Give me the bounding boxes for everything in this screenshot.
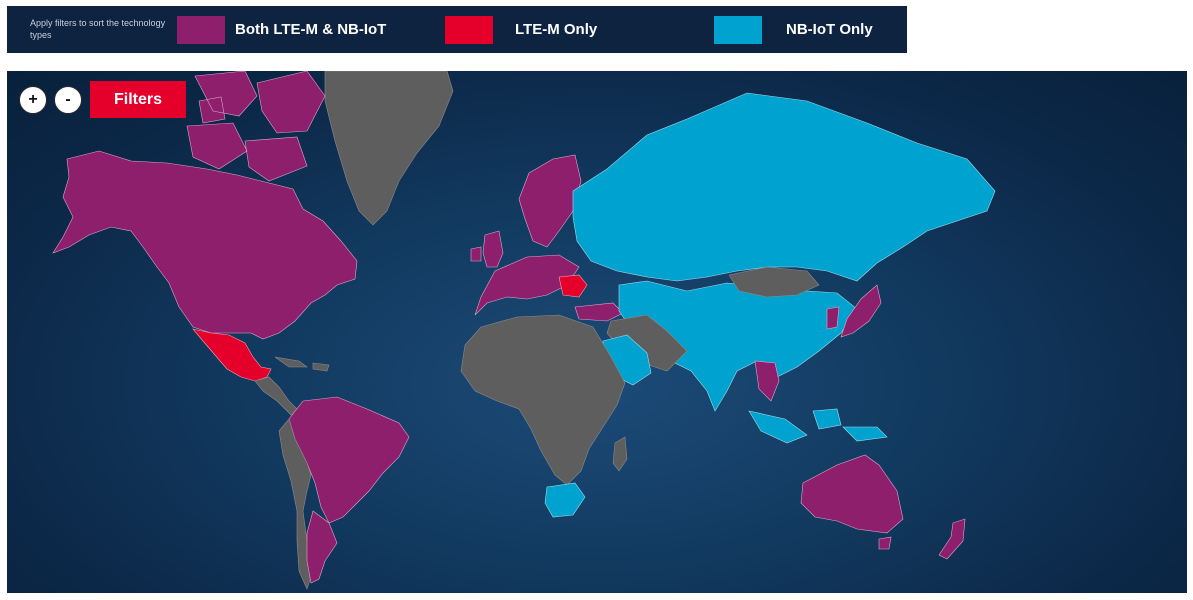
zoom-out-button[interactable]: - xyxy=(54,86,82,114)
world-map-svg[interactable] xyxy=(7,71,1187,593)
region-south-africa[interactable] xyxy=(544,482,586,518)
legend-label-both: Both LTE-M & NB-IoT xyxy=(235,21,387,38)
legend-item-nb-iot[interactable]: NB-IoT Only xyxy=(714,15,873,44)
region-thailand[interactable] xyxy=(754,360,780,402)
region-arctic-islands[interactable] xyxy=(186,71,326,182)
region-mongolia[interactable] xyxy=(728,266,820,298)
region-russia[interactable] xyxy=(572,92,996,282)
region-turkey[interactable] xyxy=(574,302,624,322)
region-japan-korea[interactable] xyxy=(826,284,882,338)
legend-bar: Apply filters to sort the technology typ… xyxy=(7,6,907,53)
region-greenland[interactable] xyxy=(324,71,454,226)
zoom-in-button[interactable]: + xyxy=(19,86,47,114)
region-middle-east[interactable] xyxy=(606,314,688,372)
filters-button[interactable]: Filters xyxy=(90,81,186,118)
region-madagascar[interactable] xyxy=(612,436,628,472)
region-tasmania[interactable] xyxy=(878,536,892,550)
region-north-america[interactable] xyxy=(52,150,358,340)
region-africa[interactable] xyxy=(460,314,626,486)
region-south-america-brazil-etc[interactable] xyxy=(288,396,410,524)
region-mexico[interactable] xyxy=(192,328,272,382)
legend-label-lte-m: LTE-M Only xyxy=(515,21,598,38)
legend-item-lte-m[interactable]: LTE-M Only xyxy=(445,15,597,44)
region-indonesia[interactable] xyxy=(748,408,888,444)
legend-swatch-lte-m xyxy=(445,15,493,44)
legend-swatch-both xyxy=(177,15,225,44)
region-scandinavia[interactable] xyxy=(518,154,582,248)
region-south-america-south[interactable] xyxy=(306,510,338,584)
region-new-zealand[interactable] xyxy=(938,518,966,560)
region-uk-ireland[interactable] xyxy=(470,230,504,268)
region-romania[interactable] xyxy=(558,274,588,298)
region-south-america-andes[interactable] xyxy=(278,418,314,590)
legend-label-nb-iot: NB-IoT Only xyxy=(786,21,873,38)
legend-item-both[interactable]: Both LTE-M & NB-IoT xyxy=(177,15,386,44)
legend-instructions: Apply filters to sort the technology typ… xyxy=(30,18,166,40)
world-map[interactable]: + - Filters xyxy=(7,71,1187,593)
region-central-america[interactable] xyxy=(254,356,330,416)
legend-swatch-nb-iot xyxy=(714,15,762,44)
region-australia[interactable] xyxy=(800,454,904,534)
region-western-europe[interactable] xyxy=(474,254,580,316)
